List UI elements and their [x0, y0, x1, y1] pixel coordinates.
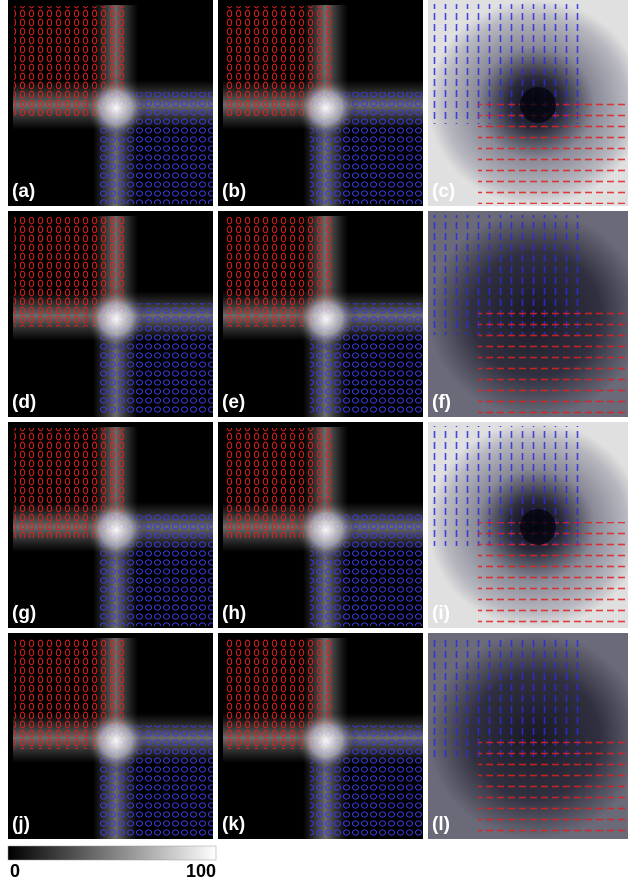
center-glow	[294, 76, 358, 140]
panel: (k)	[218, 633, 423, 839]
center-glow	[84, 76, 148, 140]
colorbar	[8, 846, 216, 860]
panel: (a)	[8, 0, 213, 206]
center-glow	[84, 287, 148, 351]
panel: (i)	[428, 422, 628, 628]
figure: 0 100 (a) (b) (c) (d) (e) (f) (g) (h) (i) (j) (k) (…	[0, 0, 628, 880]
panel-label: (g)	[12, 603, 36, 624]
vortex-core	[520, 87, 556, 123]
panel: (e)	[218, 211, 423, 417]
panel: (d)	[8, 211, 213, 417]
panel: (h)	[218, 422, 423, 628]
panel-label: (l)	[432, 814, 450, 835]
red-field	[478, 522, 628, 626]
center-glow	[84, 709, 148, 773]
panel-label: (b)	[222, 181, 246, 202]
colorbar-min: 0	[10, 861, 20, 880]
red-field	[478, 311, 628, 415]
panel-label: (c)	[432, 181, 455, 202]
panel-label: (d)	[12, 392, 36, 413]
center-glow	[294, 709, 358, 773]
panel-label: (i)	[432, 603, 450, 624]
panel: (l)	[428, 633, 628, 839]
center-glow	[84, 498, 148, 562]
panel: (g)	[8, 422, 213, 628]
panel-label: (a)	[12, 181, 35, 202]
colorbar-max: 100	[186, 861, 216, 880]
center-glow	[294, 287, 358, 351]
panel: (j)	[8, 633, 213, 839]
vortex-core	[520, 509, 556, 545]
panel: (c)	[428, 0, 628, 206]
panel-label: (j)	[12, 814, 30, 835]
panel: (b)	[218, 0, 423, 206]
red-field	[478, 733, 628, 837]
panel-label: (f)	[432, 392, 451, 413]
panel: (f)	[428, 211, 628, 417]
panel-label: (e)	[222, 392, 245, 413]
center-glow	[294, 498, 358, 562]
panel-label: (k)	[222, 814, 245, 835]
panel-label: (h)	[222, 603, 246, 624]
red-field	[478, 100, 628, 204]
